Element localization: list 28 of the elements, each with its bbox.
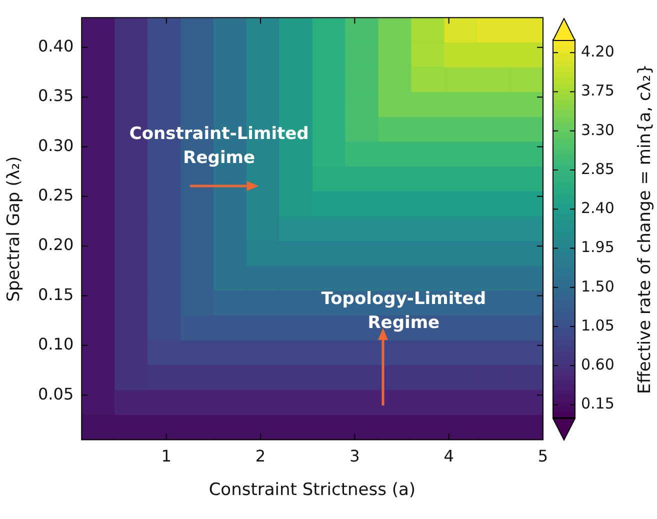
color-bar-label: 3.75	[581, 82, 614, 100]
y-tick-label: 0.40	[38, 36, 74, 56]
x-tick-label: 5	[538, 446, 548, 466]
x-tick-label: 2	[255, 446, 266, 466]
y-tick-label: 0.05	[38, 384, 74, 404]
color-bar-label: 1.95	[581, 238, 614, 256]
annotation: Topology-Limited Regime	[321, 289, 486, 334]
color-bar-label: 2.40	[581, 199, 614, 218]
y-tick-label: 0.35	[38, 86, 74, 106]
color-bar-label: 1.05	[581, 316, 614, 334]
annotation: Constraint-Limited Regime	[129, 124, 309, 168]
x-tick-label: 3	[350, 446, 360, 466]
y-tick-label: 0.20	[38, 235, 74, 254]
color-bar-label: 2.85	[581, 160, 614, 178]
x-axis-title: Constraint Strictness (a)	[208, 480, 416, 500]
color-bar-label: 4.20	[581, 42, 614, 61]
color-bar-label: 3.30	[581, 120, 614, 139]
y-axis-title: Spectral Gap (λ₂)	[4, 156, 24, 302]
color-bar-label: 0.15	[581, 394, 614, 413]
y-tick-label: 0.30	[38, 136, 74, 155]
y-tick-label: 0.10	[38, 334, 74, 354]
color-bar-title: Effective rate of change = min{a, cλ₂}	[635, 64, 656, 394]
color-bar-label: 1.50	[581, 277, 614, 296]
y-tick-label: 0.25	[38, 186, 74, 205]
y-tick-label: 0.15	[38, 284, 74, 304]
color-bar-label: 0.60	[581, 356, 614, 374]
x-tick-label: 1	[161, 446, 172, 466]
x-tick-label: 4	[444, 446, 454, 466]
